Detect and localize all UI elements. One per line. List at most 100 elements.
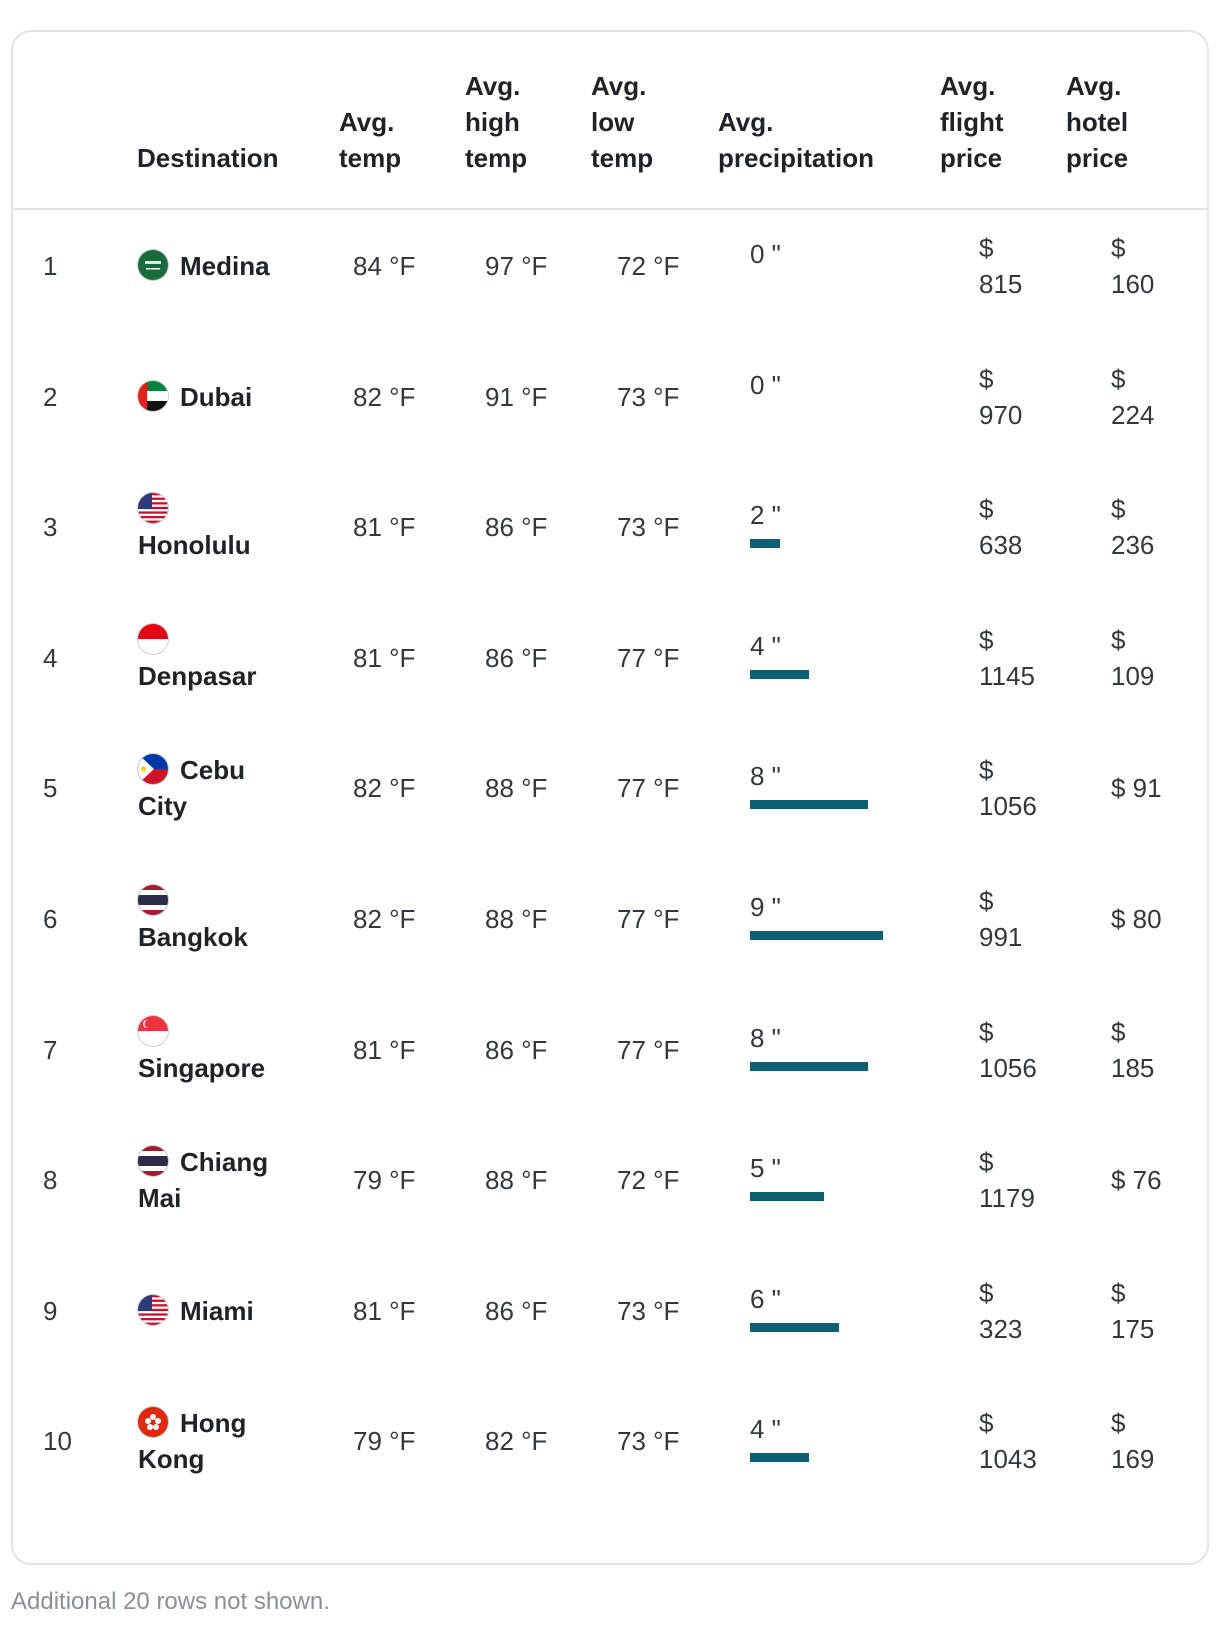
rank-cell: 6 xyxy=(43,904,58,934)
flight-price-cell: $ 991 xyxy=(979,886,1023,952)
hotel-price-cell: $ 109 xyxy=(1111,624,1155,691)
usa-flag-icon xyxy=(138,493,168,524)
avg-temp-cell: 81 °F xyxy=(353,1295,416,1326)
destination-cell: Singapore xyxy=(138,1014,318,1086)
singapore-flag-icon xyxy=(138,1015,168,1046)
avg-high-temp-cell: 88 °F xyxy=(485,773,548,804)
rank-cell: 1 xyxy=(43,251,58,281)
flight-price-cell: $ 815 xyxy=(979,233,1023,299)
precipitation-bar xyxy=(750,1322,839,1332)
hotel-price-cell: $ 175 xyxy=(1111,1277,1155,1344)
destination-cell: Miami xyxy=(138,1293,318,1329)
avg-high-temp-cell: 97 °F xyxy=(485,251,548,281)
header-avg-high-temp: Avg. high temp xyxy=(465,71,528,173)
header-avg-flight-price: Avg. flight price xyxy=(940,71,1004,173)
hotel-price-cell: $ 160 xyxy=(1111,233,1155,299)
precipitation-bar xyxy=(750,539,780,549)
hong-kong-flag-icon xyxy=(138,1407,168,1438)
destination-cell: Chiang Mai xyxy=(138,1144,288,1216)
destination-cell: Hong Kong xyxy=(138,1405,288,1477)
rank-cell: 10 xyxy=(43,1426,72,1457)
destination-cell: Cebu City xyxy=(138,752,288,824)
precipitation-value: 0 " xyxy=(750,369,781,400)
avg-high-temp-cell: 82 °F xyxy=(485,1426,548,1457)
hotel-price-cell: $ 91 xyxy=(1111,773,1162,804)
avg-high-temp-cell: 86 °F xyxy=(485,642,548,673)
avg-low-temp-cell: 77 °F xyxy=(617,904,680,934)
avg-high-temp-cell: 88 °F xyxy=(485,1165,548,1196)
avg-low-temp-cell: 77 °F xyxy=(617,642,680,673)
destination-name: Dubai xyxy=(180,381,253,412)
precipitation-bar xyxy=(750,669,809,679)
precipitation-bar xyxy=(750,800,868,810)
destination-cell: Dubai xyxy=(138,379,318,415)
rank-cell: 5 xyxy=(43,773,58,804)
precipitation-cell: 8 " xyxy=(750,762,868,810)
precipitation-bar xyxy=(750,931,883,940)
avg-temp-cell: 81 °F xyxy=(353,642,416,673)
avg-low-temp-cell: 72 °F xyxy=(617,1165,680,1196)
precipitation-bar xyxy=(750,1453,809,1463)
avg-high-temp-cell: 86 °F xyxy=(485,1034,548,1065)
avg-low-temp-cell: 72 °F xyxy=(617,251,680,281)
destinations-table: Destination Avg. temp Avg. high temp Avg. lo… xyxy=(11,30,1209,1565)
table-row: 3 Honolulu 81 °F 86 °F 73 °F 2 " $ 638 $ 236 xyxy=(13,459,1207,595)
destination-cell: Denpasar xyxy=(138,622,318,694)
avg-low-temp-cell: 73 °F xyxy=(617,1295,680,1326)
avg-temp-cell: 82 °F xyxy=(353,381,416,412)
hotel-price-cell: $ 80 xyxy=(1111,904,1162,934)
hotel-price-cell: $ 169 xyxy=(1111,1408,1155,1475)
table-row: 1 Medina 84 °F 97 °F 72 °F 0 " $ 815 $ 160 xyxy=(13,198,1207,334)
table-row: 7 Singapore 81 °F 86 °F 77 °F 8 " $ 1056 $ 185 xyxy=(13,982,1207,1118)
avg-temp-cell: 82 °F xyxy=(353,904,416,934)
header-avg-hotel-price: Avg. hotel price xyxy=(1066,71,1129,173)
precipitation-value: 6 " xyxy=(750,1283,781,1314)
destination-name: Honolulu xyxy=(138,530,251,561)
header-avg-temp: Avg. temp xyxy=(339,107,402,173)
flight-price-cell: $ 323 xyxy=(979,1277,1023,1344)
precipitation-cell: 6 " xyxy=(750,1285,839,1332)
avg-temp-cell: 82 °F xyxy=(353,773,416,804)
header-avg-low-temp: Avg. low temp xyxy=(591,71,654,173)
hotel-price-cell: $ 76 xyxy=(1111,1165,1162,1196)
avg-high-temp-cell: 86 °F xyxy=(485,1295,548,1326)
precipitation-cell: 0 " xyxy=(750,371,781,399)
flight-price-cell: $ 1145 xyxy=(979,624,1035,691)
destination-cell: Honolulu xyxy=(138,491,318,563)
usa-flag-icon xyxy=(138,1294,168,1325)
flight-price-cell: $ 1179 xyxy=(979,1147,1035,1214)
header-avg-precipitation: Avg. precipitation xyxy=(718,107,875,173)
rank-cell: 2 xyxy=(43,381,58,412)
flight-price-cell: $ 1056 xyxy=(979,1016,1037,1083)
precipitation-cell: 4 " xyxy=(750,1414,809,1463)
destination-name: Bangkok xyxy=(138,922,248,952)
footnote: Additional 20 rows not shown. xyxy=(11,1588,330,1615)
table-row: 5 Cebu City 82 °F 88 °F 77 °F 8 " $ 1056 $ 91 xyxy=(13,720,1207,856)
avg-low-temp-cell: 77 °F xyxy=(617,773,680,804)
destination-name: Medina xyxy=(180,251,270,281)
precipitation-cell: 8 " xyxy=(750,1024,868,1071)
avg-temp-cell: 81 °F xyxy=(353,512,416,543)
avg-high-temp-cell: 88 °F xyxy=(485,904,548,934)
destination-cell: Bangkok xyxy=(138,883,318,955)
flight-price-cell: $ 1043 xyxy=(979,1408,1037,1475)
uae-flag-icon xyxy=(138,380,168,411)
header-destination: Destination xyxy=(137,143,279,173)
rank-cell: 4 xyxy=(43,642,58,673)
rank-cell: 7 xyxy=(43,1034,58,1065)
precipitation-cell: 0 " xyxy=(750,240,781,268)
rank-cell: 9 xyxy=(43,1295,58,1326)
hotel-price-cell: $ 236 xyxy=(1111,494,1155,561)
precipitation-value: 4 " xyxy=(750,630,781,661)
precipitation-cell: 4 " xyxy=(750,632,809,679)
flight-price-cell: $ 638 xyxy=(979,494,1023,561)
precipitation-cell: 2 " xyxy=(750,501,781,549)
saudi-arabia-flag-icon xyxy=(138,250,168,280)
precipitation-value: 4 " xyxy=(750,1414,781,1445)
avg-high-temp-cell: 91 °F xyxy=(485,381,548,412)
avg-temp-cell: 81 °F xyxy=(353,1034,416,1065)
precipitation-bar xyxy=(750,1061,868,1071)
avg-temp-cell: 79 °F xyxy=(353,1165,416,1196)
precipitation-value: 8 " xyxy=(750,1022,781,1053)
precipitation-value: 0 " xyxy=(750,239,781,269)
